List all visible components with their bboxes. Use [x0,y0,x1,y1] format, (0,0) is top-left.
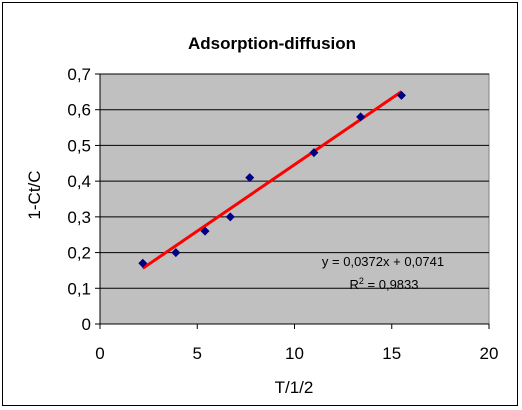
r-squared-label: R2 = 0,9833 [350,276,419,292]
y-tick-label: 0,3 [67,208,91,227]
r-squared-value: = 0,9833 [364,277,419,292]
trendline [141,90,403,270]
x-tick-label: 15 [382,344,401,363]
data-point [396,90,406,100]
x-axis-label: T/1/2 [275,378,314,397]
r-squared-superscript: 2 [359,276,364,286]
y-tick-label: 0,5 [67,136,91,155]
y-tick-label: 0,2 [67,244,91,263]
y-axis-label: 1-Ct/C [25,170,44,219]
data-points [138,90,406,268]
data-point [171,248,181,258]
plot-area [99,73,490,325]
y-tick-label: 0,7 [67,65,91,84]
data-point [138,258,148,268]
trendline-equation: y = 0,0372x + 0,0741 [322,254,444,269]
x-tick-label: 0 [95,344,104,363]
data-point [356,112,366,122]
y-axis-ticks: 0 0,1 0,2 0,3 0,4 0,5 0,6 0,7 [67,65,100,334]
r-squared-prefix: R [350,277,359,292]
x-tick-label: 5 [193,344,202,363]
x-axis-ticks: 0 5 10 15 20 [95,324,498,363]
data-point [200,226,210,236]
data-point [309,148,319,158]
trendline-layer [141,90,403,270]
data-point [225,212,235,222]
x-tick-label: 20 [480,344,499,363]
data-point [245,173,255,183]
y-tick-label: 0,1 [67,279,91,298]
chart-title: Adsorption-diffusion [188,34,356,53]
y-tick-label: 0 [82,315,91,334]
y-tick-label: 0,6 [67,101,91,120]
y-tick-label: 0,4 [67,172,91,191]
x-tick-label: 10 [285,344,304,363]
